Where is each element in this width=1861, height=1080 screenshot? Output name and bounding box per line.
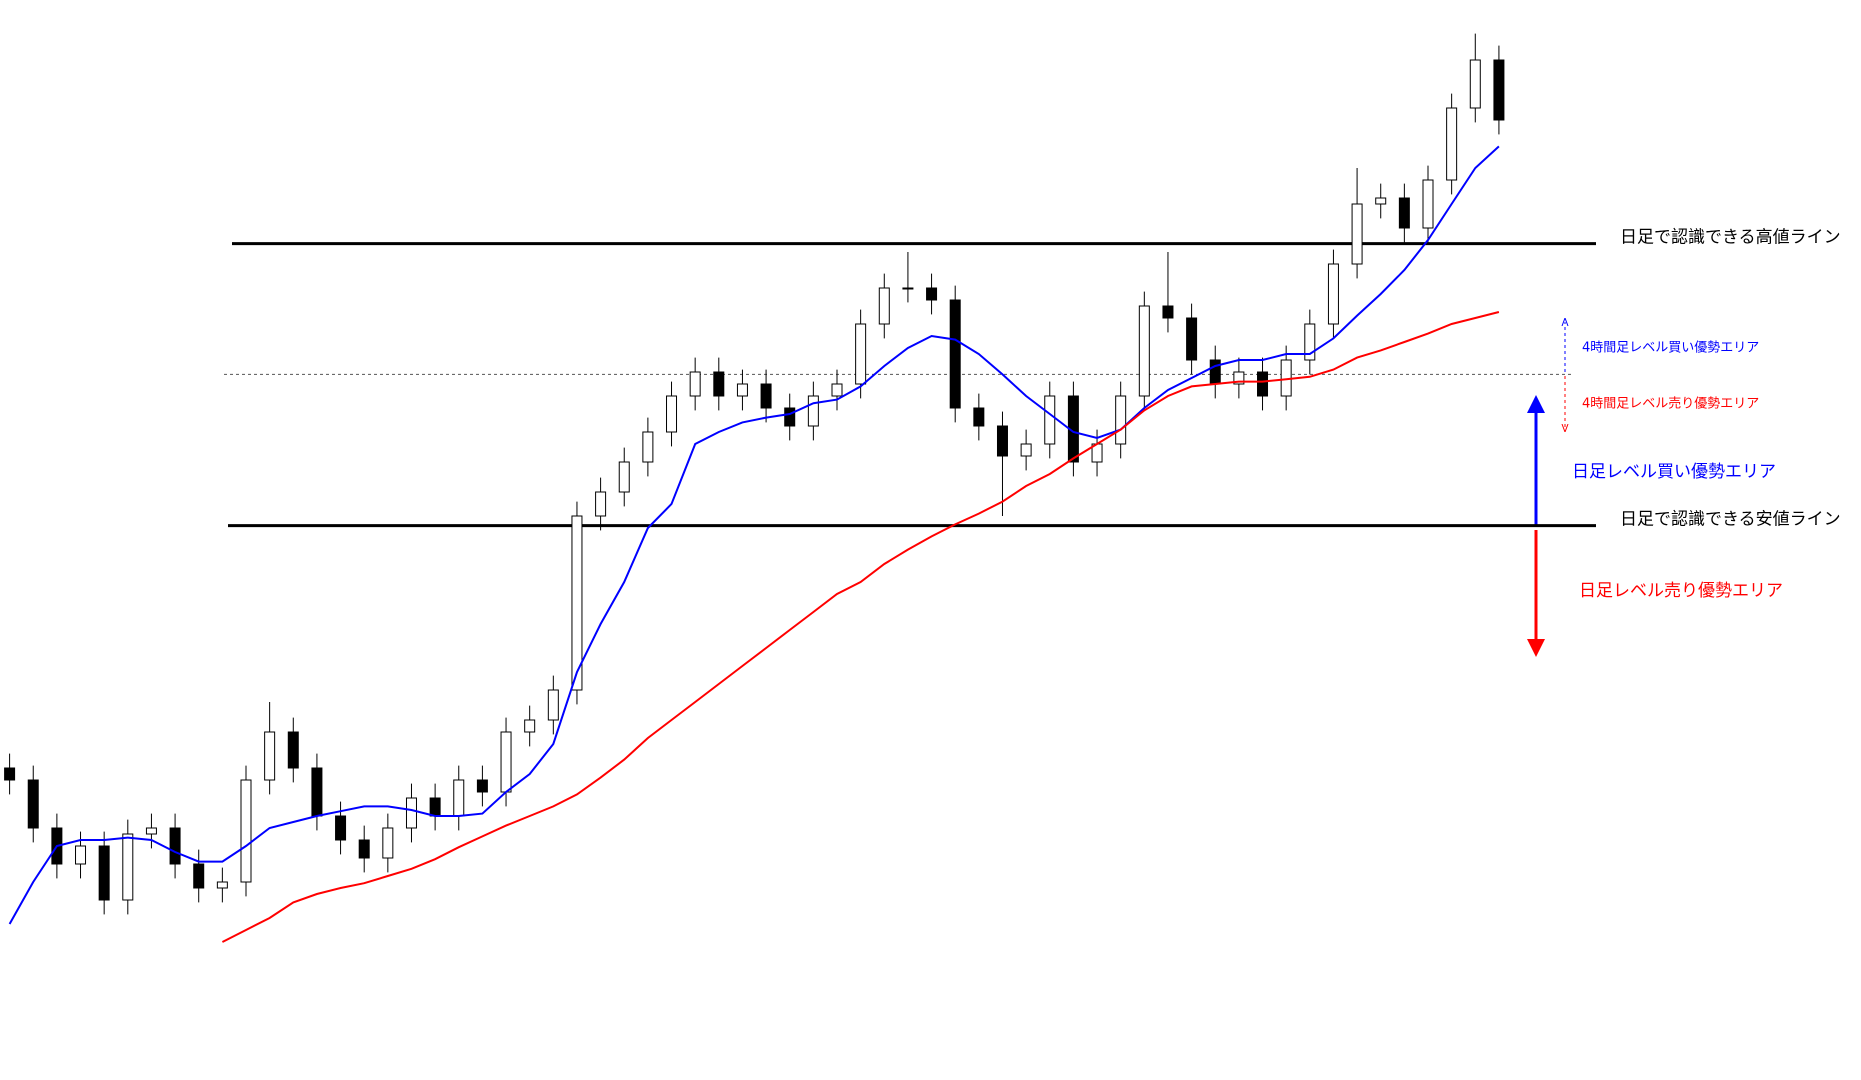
candle-body	[1186, 317, 1198, 361]
candle-body	[216, 881, 228, 889]
candle-body	[1446, 107, 1458, 181]
candle-body	[902, 287, 914, 290]
candle-body	[926, 287, 938, 301]
candle-body	[287, 731, 299, 769]
candle-body	[358, 839, 370, 859]
annotation: 日足レベル売り優勢エリア	[1579, 581, 1783, 601]
candle-body	[98, 845, 110, 901]
candle-body	[122, 833, 134, 901]
candle-body	[1233, 371, 1245, 385]
candle-body	[500, 731, 512, 793]
candle-body	[1493, 59, 1505, 121]
candle-body	[760, 383, 772, 409]
moving-average-line	[221, 311, 1500, 943]
candle-body	[1020, 443, 1032, 457]
candle-body	[642, 431, 654, 463]
candle-body	[453, 779, 465, 817]
candle-body	[311, 767, 323, 817]
candle-body	[382, 827, 394, 859]
candle-body	[429, 797, 441, 817]
candle-body	[1162, 305, 1174, 319]
candle-body	[878, 287, 890, 325]
annotation: 4時間足レベル買い優勢エリア	[1582, 341, 1759, 356]
candle-body	[1422, 179, 1434, 229]
candle-body	[595, 491, 607, 517]
candle-body	[1209, 359, 1221, 385]
candle-body	[949, 299, 961, 409]
candle-body	[666, 395, 678, 433]
candle-body	[193, 863, 205, 889]
annotation: 日足レベル買い優勢エリア	[1572, 462, 1776, 482]
candle-body	[1375, 197, 1387, 205]
candle-body	[335, 815, 347, 841]
candle-body	[476, 779, 488, 793]
candle-body	[571, 515, 583, 691]
candle-body	[831, 383, 843, 397]
reference-label: 日足で認識できる高値ライン	[1620, 228, 1841, 248]
candle-body	[807, 395, 819, 427]
candle-body	[75, 845, 87, 865]
candle-body	[855, 323, 867, 385]
candle-body	[1257, 371, 1269, 397]
candle-body	[145, 827, 157, 835]
moving-average-line	[8, 145, 1500, 925]
candle-body	[405, 797, 417, 829]
candle-body	[1115, 395, 1127, 445]
candle-body	[4, 767, 16, 781]
candle-body	[1398, 197, 1410, 229]
candle-body	[689, 371, 701, 397]
candle-body	[547, 689, 559, 721]
candle-body	[264, 731, 276, 781]
candle-body	[169, 827, 181, 865]
candle-body	[1044, 395, 1056, 445]
candle-body	[524, 719, 536, 733]
candle-body	[996, 425, 1008, 457]
candle-body	[1351, 203, 1363, 265]
candle-body	[27, 779, 39, 829]
candle-body	[1469, 59, 1481, 109]
candle-body	[1304, 323, 1316, 361]
candle-body	[1327, 263, 1339, 325]
candle-body	[973, 407, 985, 427]
reference-label: 日足で認識できる安値ライン	[1620, 510, 1841, 530]
candle-body	[736, 383, 748, 397]
candle-body	[618, 461, 630, 493]
candle-body	[713, 371, 725, 397]
candle-body	[784, 407, 796, 427]
candle-body	[240, 779, 252, 883]
candle-body	[1138, 305, 1150, 397]
annotation: 4時間足レベル売り優勢エリア	[1582, 396, 1759, 412]
